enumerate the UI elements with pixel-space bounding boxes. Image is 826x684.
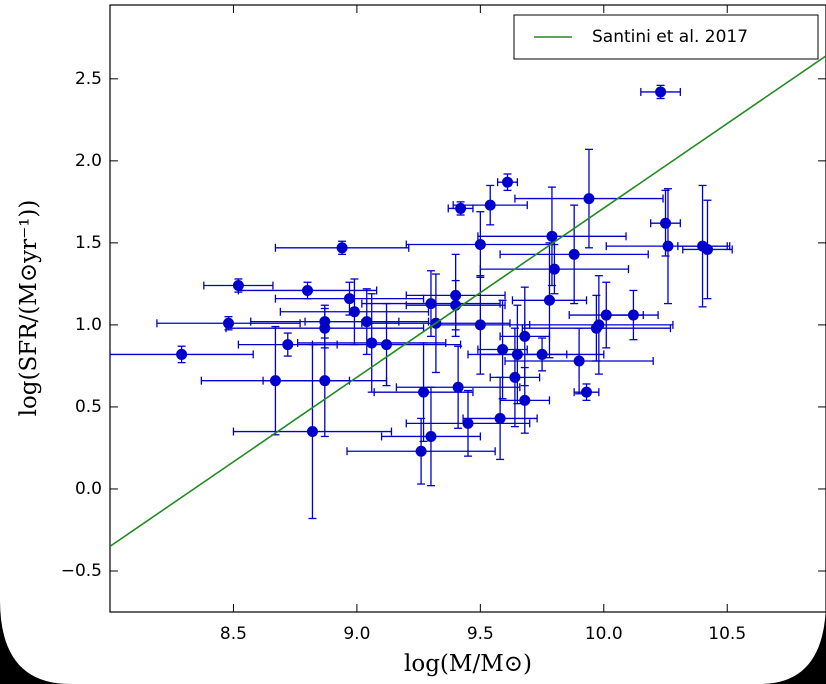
- point: [627, 309, 639, 321]
- point: [573, 355, 585, 367]
- x-tick-label: 10.5: [708, 624, 746, 644]
- point: [302, 284, 314, 296]
- point: [474, 239, 486, 251]
- y-tick-label: 1.5: [75, 233, 102, 253]
- x-tick-label: 8.5: [220, 624, 247, 644]
- point: [662, 240, 674, 252]
- x-tick-label: 10.0: [585, 624, 623, 644]
- y-tick-label: 1.0: [75, 315, 102, 335]
- point: [546, 230, 558, 242]
- point: [348, 306, 360, 318]
- point: [660, 217, 672, 229]
- point: [497, 344, 509, 356]
- point: [361, 316, 373, 328]
- line: [110, 55, 826, 548]
- point: [306, 426, 318, 438]
- point: [452, 381, 464, 393]
- point: [462, 417, 474, 429]
- x-axis-label: log(M/M⊙): [404, 651, 532, 677]
- y-axis-label: log(SFR/(M⊙yr⁻¹)): [16, 200, 42, 417]
- y-tick-label: 0.0: [75, 479, 102, 499]
- point: [282, 339, 294, 351]
- point: [484, 199, 496, 211]
- point: [543, 294, 555, 306]
- point: [425, 298, 437, 310]
- point: [519, 394, 531, 406]
- plot-frame: [109, 4, 826, 613]
- point: [593, 319, 605, 331]
- point: [474, 319, 486, 331]
- point: [581, 386, 593, 398]
- point: [568, 248, 580, 260]
- point: [701, 243, 713, 255]
- point: [583, 193, 595, 205]
- point: [655, 86, 667, 98]
- x-tick-label: 9.0: [343, 624, 370, 644]
- point: [366, 337, 378, 349]
- point: [425, 430, 437, 442]
- point: [232, 280, 244, 292]
- point: [519, 330, 531, 342]
- point: [418, 386, 430, 398]
- point: [536, 348, 548, 360]
- point: [509, 371, 521, 383]
- point: [336, 242, 348, 254]
- point: [548, 263, 560, 275]
- point: [319, 375, 331, 387]
- point: [176, 348, 188, 360]
- x-tick-label: 9.5: [467, 624, 494, 644]
- point: [343, 293, 355, 305]
- legend-label: Santini et al. 2017: [592, 27, 748, 47]
- y-tick-label: −0.5: [61, 561, 102, 581]
- point: [494, 412, 506, 424]
- point: [223, 317, 235, 329]
- y-tick-label: 0.5: [75, 397, 102, 417]
- point: [381, 339, 393, 351]
- y-tick-label: 2.0: [75, 151, 102, 171]
- plot-area: [110, 55, 826, 548]
- point: [415, 445, 427, 457]
- y-tick-label: 2.5: [75, 69, 102, 89]
- point: [502, 176, 514, 188]
